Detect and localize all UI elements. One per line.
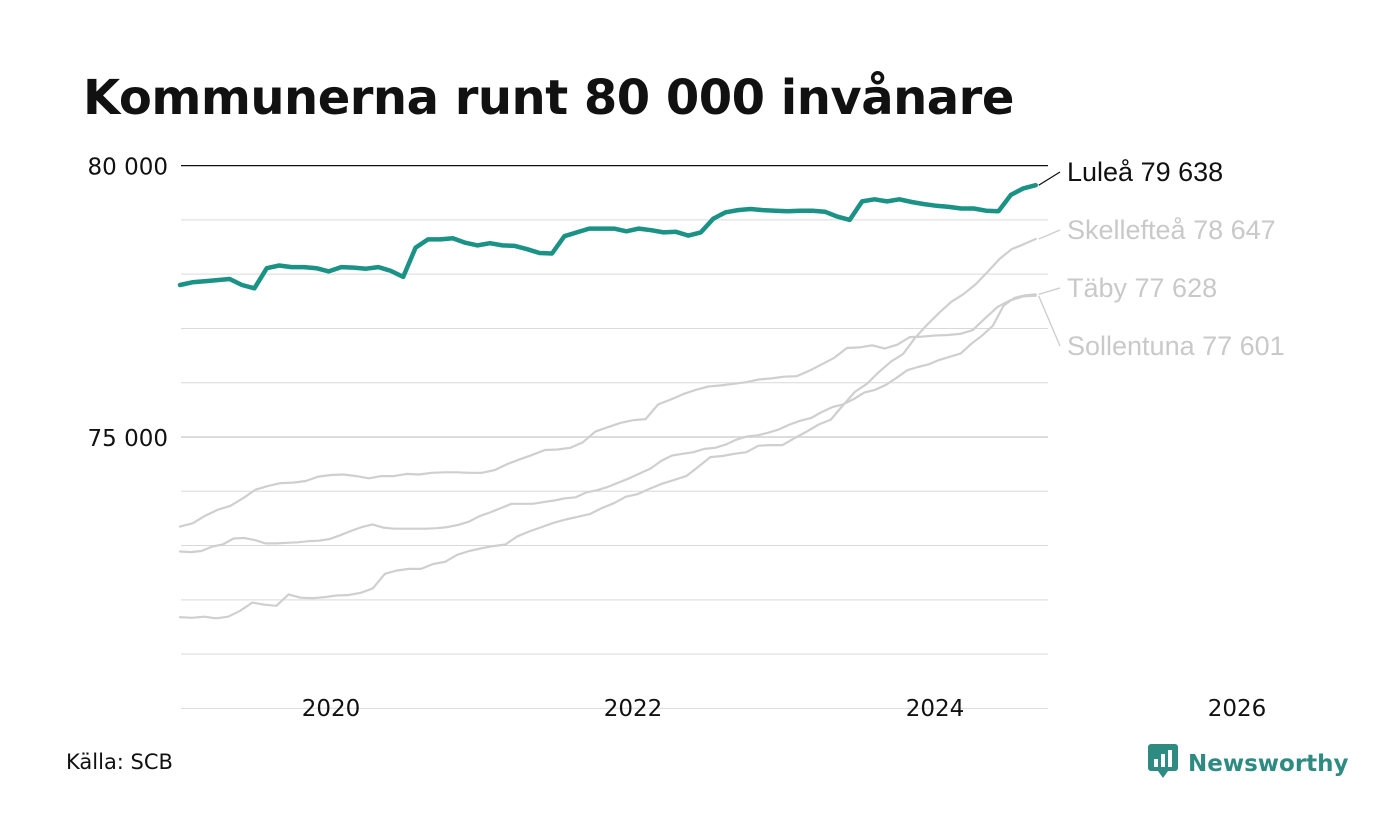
series-label: Skellefteå 78 647 xyxy=(1067,215,1276,245)
series-lines xyxy=(180,185,1036,618)
x-tick-label: 2022 xyxy=(604,696,663,722)
leader-line xyxy=(1039,296,1060,346)
y-axis-tick-labels: 75 000 80 000 xyxy=(88,155,168,452)
leader-line xyxy=(1039,288,1060,294)
series-end-labels: Luleå 79 638 Skellefteå 78 647 Täby 77 628… xyxy=(1039,157,1285,361)
series-line-lule- xyxy=(180,185,1036,288)
x-tick-label: 2026 xyxy=(1208,696,1267,722)
series-label: Luleå 79 638 xyxy=(1067,157,1223,187)
newsworthy-logo-icon xyxy=(1148,744,1178,783)
series-label: Täby 77 628 xyxy=(1067,273,1217,303)
brand-name: Newsworthy xyxy=(1188,751,1349,777)
source-note: Källa: SCB xyxy=(66,750,173,774)
leader-line xyxy=(1039,172,1060,185)
y-tick-label: 80 000 xyxy=(88,155,168,181)
gridlines xyxy=(181,166,1048,709)
series-label: Sollentuna 77 601 xyxy=(1067,331,1285,361)
x-axis-tick-labels: 2020 2022 2024 2026 xyxy=(302,696,1267,722)
series-line-skellefte- xyxy=(180,239,1036,618)
brand[interactable]: Newsworthy xyxy=(1148,744,1349,783)
x-tick-label: 2024 xyxy=(906,696,965,722)
series-line-t-by xyxy=(180,294,1036,552)
leader-line xyxy=(1039,230,1060,239)
x-tick-label: 2020 xyxy=(302,696,361,722)
y-tick-label: 75 000 xyxy=(88,426,168,452)
series-line-sollentuna xyxy=(180,296,1036,527)
line-chart: 75 000 80 000 2020 2022 2024 2026 Luleå 79 6… xyxy=(0,0,1400,840)
